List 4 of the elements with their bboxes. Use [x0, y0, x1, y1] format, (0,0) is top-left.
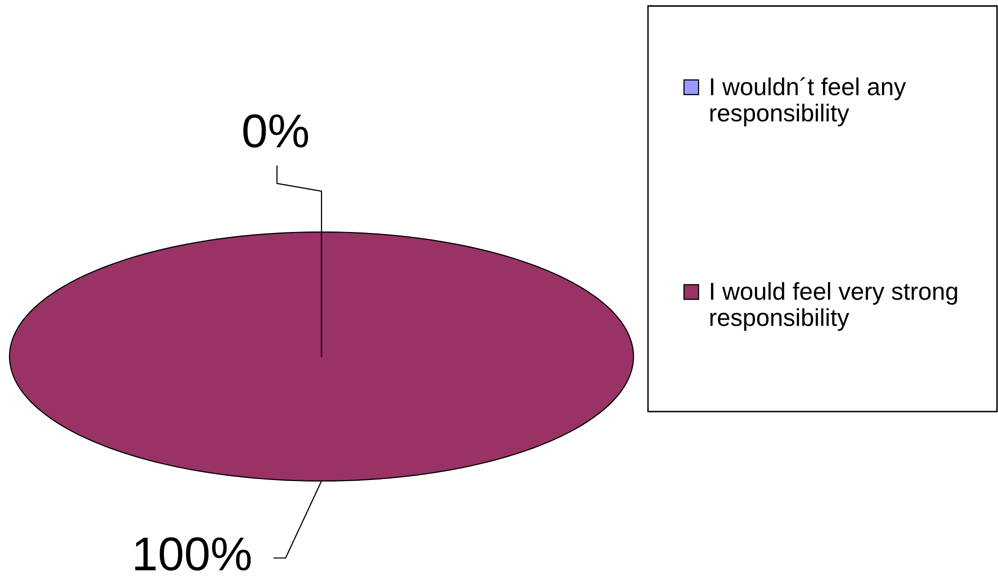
data-label: 100%: [135, 537, 251, 571]
legend-label: I would feel very strong responsibility: [710, 282, 958, 331]
text: 0%: [243, 114, 308, 148]
legend-label: I wouldn´t feel any responsibility: [710, 77, 906, 126]
